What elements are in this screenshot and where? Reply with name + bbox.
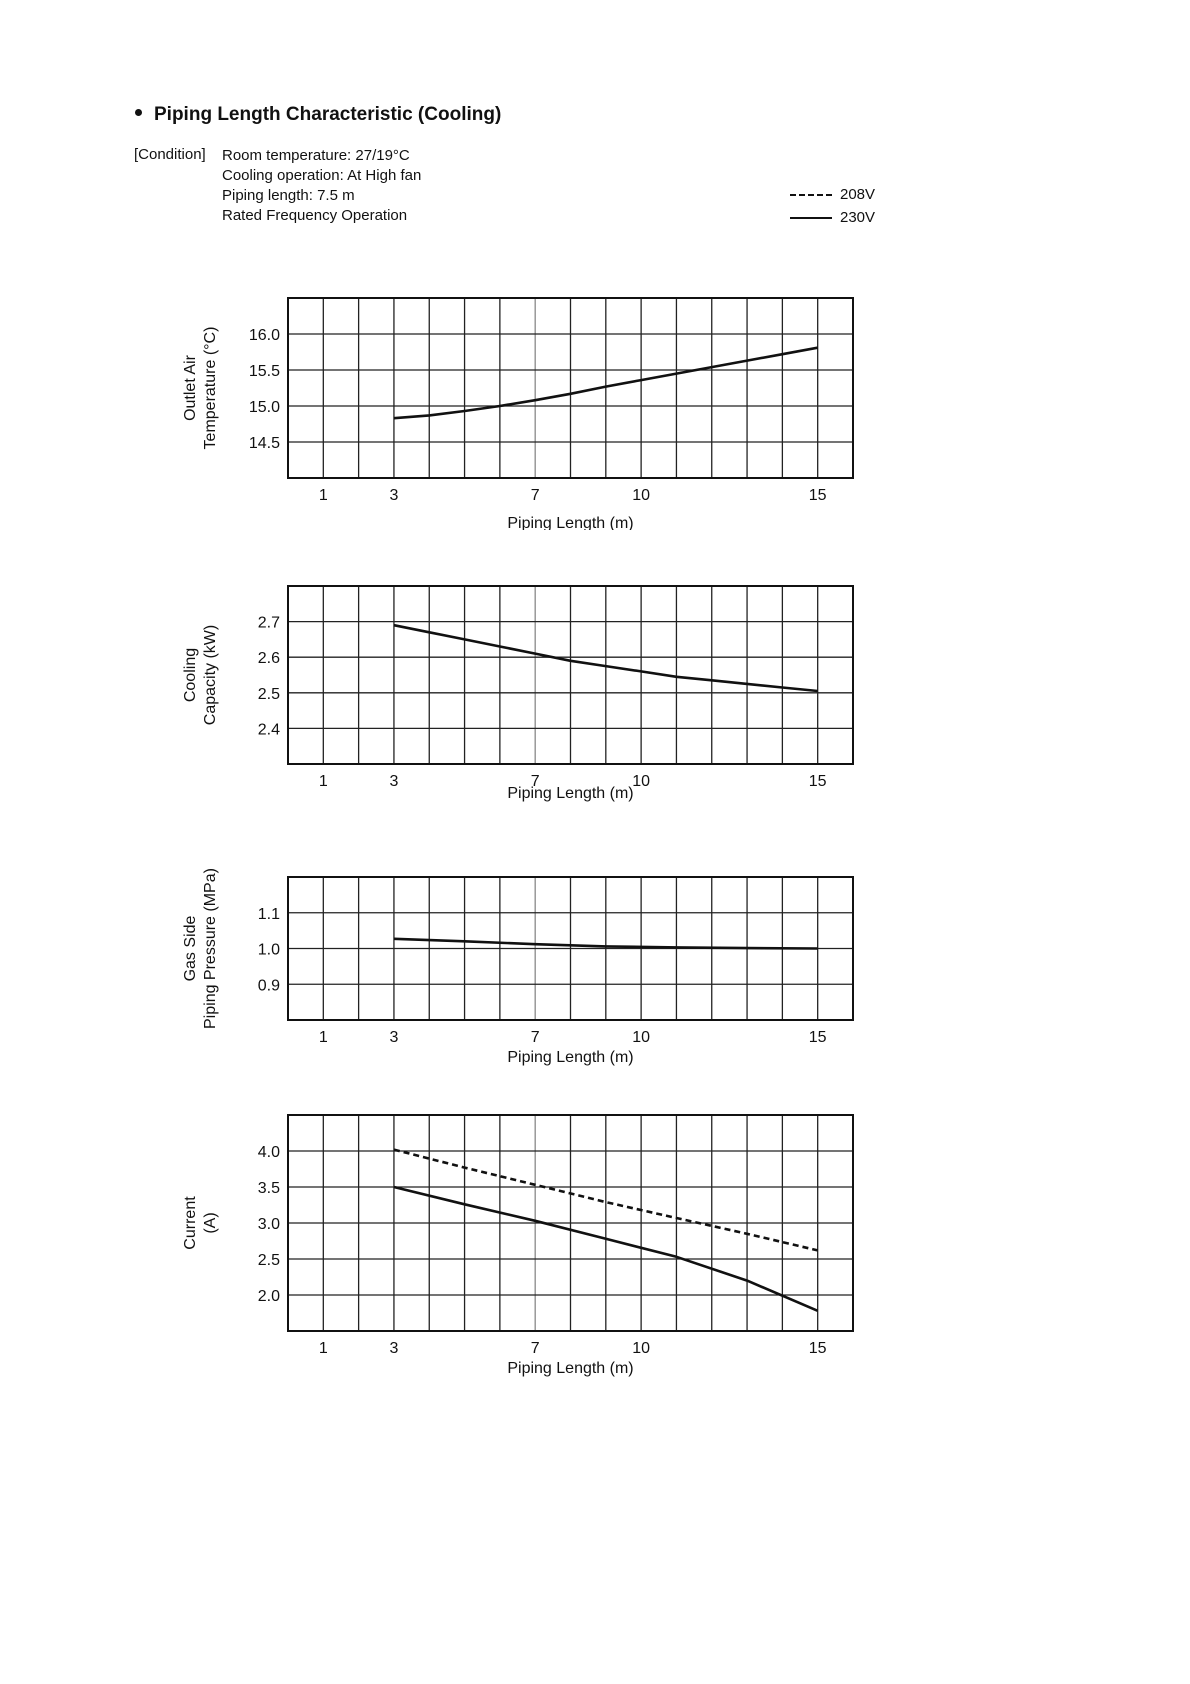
- legend: 208V 230V: [790, 183, 875, 229]
- y-axis-label: Gas Side: [182, 915, 199, 981]
- series-line-208v: [393, 1148, 818, 1252]
- y-axis-label: Capacity (kW): [202, 625, 219, 725]
- y-tick-label: 0.9: [258, 977, 280, 994]
- x-tick-label: 10: [632, 487, 650, 504]
- legend-item-208v: 208V: [790, 183, 875, 206]
- y-axis-label: Outlet Air: [182, 354, 199, 420]
- y-tick-label: 1.1: [258, 906, 280, 923]
- y-axis-label: Temperature (°C): [202, 327, 219, 450]
- y-tick-label: 15.5: [249, 363, 280, 380]
- x-tick-label: 1: [319, 487, 328, 504]
- y-tick-label: 2.6: [258, 650, 280, 667]
- y-tick-label: 2.0: [258, 1288, 280, 1305]
- x-tick-label: 3: [389, 1029, 398, 1046]
- x-tick-label: 3: [389, 773, 398, 790]
- x-tick-label: 15: [809, 773, 827, 790]
- x-tick-label: 3: [389, 487, 398, 504]
- condition-room-temp: Room temperature: 27/19°C: [222, 147, 410, 164]
- y-tick-label: 2.7: [258, 615, 280, 632]
- condition-piping-length: Piping length: 7.5 m: [222, 187, 355, 204]
- series-line-230v: [393, 346, 818, 420]
- page-title-text: Piping Length Characteristic (Cooling): [154, 104, 502, 125]
- plot-frame: [287, 876, 854, 1021]
- y-tick-label: 3.5: [258, 1180, 280, 1197]
- y-tick-label: 2.4: [258, 721, 280, 738]
- y-tick-label: 4.0: [258, 1144, 280, 1161]
- x-axis-label: Piping Length (m): [507, 1049, 633, 1066]
- condition-label: [Condition]: [134, 146, 206, 163]
- x-tick-label: 15: [809, 1340, 827, 1357]
- x-tick-label: 3: [389, 1340, 398, 1357]
- x-tick-label: 10: [632, 1029, 650, 1046]
- solid-line-icon: [790, 216, 832, 219]
- y-axis-label: Cooling: [182, 648, 199, 702]
- x-axis-label: Piping Length (m): [507, 1360, 633, 1377]
- x-axis-label: Piping Length (m): [507, 515, 633, 530]
- legend-label-230v: 230V: [840, 209, 876, 226]
- condition-frequency: Rated Frequency Operation: [222, 207, 408, 224]
- x-tick-label: 1: [319, 773, 328, 790]
- legend-label-208v: 208V: [840, 186, 876, 203]
- x-tick-label: 1: [319, 1340, 328, 1357]
- y-tick-label: 2.5: [258, 686, 280, 703]
- x-tick-label: 15: [809, 1029, 827, 1046]
- x-tick-label: 10: [632, 773, 650, 790]
- current-chart: 4.0 3.5 3.0 2.5 2.0 1 3 7 10 15 Piping Length (m) C…: [182, 1114, 854, 1377]
- condition-list: Room temperature: 27/19°C Cooling operat…: [222, 146, 421, 226]
- bullet-icon: [135, 109, 142, 117]
- series-line-230v: [393, 623, 818, 693]
- plot-frame: [287, 297, 854, 479]
- y-tick-label: 2.5: [258, 1252, 280, 1269]
- x-tick-label: 7: [531, 1340, 540, 1357]
- x-axis-label: Piping Length (m): [507, 785, 633, 802]
- condition-cooling-op: Cooling operation: At High fan: [222, 167, 422, 184]
- page-title: Piping Length Characteristic (Cooling): [135, 104, 501, 126]
- y-tick-label: 15.0: [249, 399, 280, 416]
- dashed-line-icon: [790, 193, 832, 196]
- x-tick-label: 7: [531, 487, 540, 504]
- outlet-air-temperature-chart: 16.0 15.5 15.0 14.5 1 3 7 10 15 Piping Length (m)…: [182, 297, 854, 530]
- series-line-230v: [393, 1185, 819, 1312]
- x-tick-label: 10: [632, 1340, 650, 1357]
- y-tick-label: 14.5: [249, 435, 280, 452]
- cooling-capacity-chart: 2.7 2.6 2.5 2.4 1 3 7 10 15 Piping Length (m) Cool…: [182, 585, 854, 802]
- plot-frame: [287, 1114, 854, 1332]
- y-axis-label: Piping Pressure (MPa): [202, 868, 219, 1029]
- y-tick-label: 1.0: [258, 942, 280, 959]
- y-axis-label: (A): [202, 1212, 219, 1233]
- plot-frame: [287, 585, 854, 765]
- y-tick-label: 16.0: [249, 327, 280, 344]
- y-tick-label: 3.0: [258, 1216, 280, 1233]
- x-tick-label: 1: [319, 1029, 328, 1046]
- x-tick-label: 7: [531, 1029, 540, 1046]
- legend-item-230v: 230V: [790, 206, 875, 229]
- gas-side-pressure-chart: 1.1 1.0 0.9 1 3 7 10 15 Piping Length (m) Gas Sid…: [182, 868, 854, 1066]
- x-tick-label: 15: [809, 487, 827, 504]
- x-tick-label: 7: [531, 773, 540, 790]
- series-line-230v: [393, 937, 818, 950]
- y-axis-label: Current: [182, 1196, 199, 1250]
